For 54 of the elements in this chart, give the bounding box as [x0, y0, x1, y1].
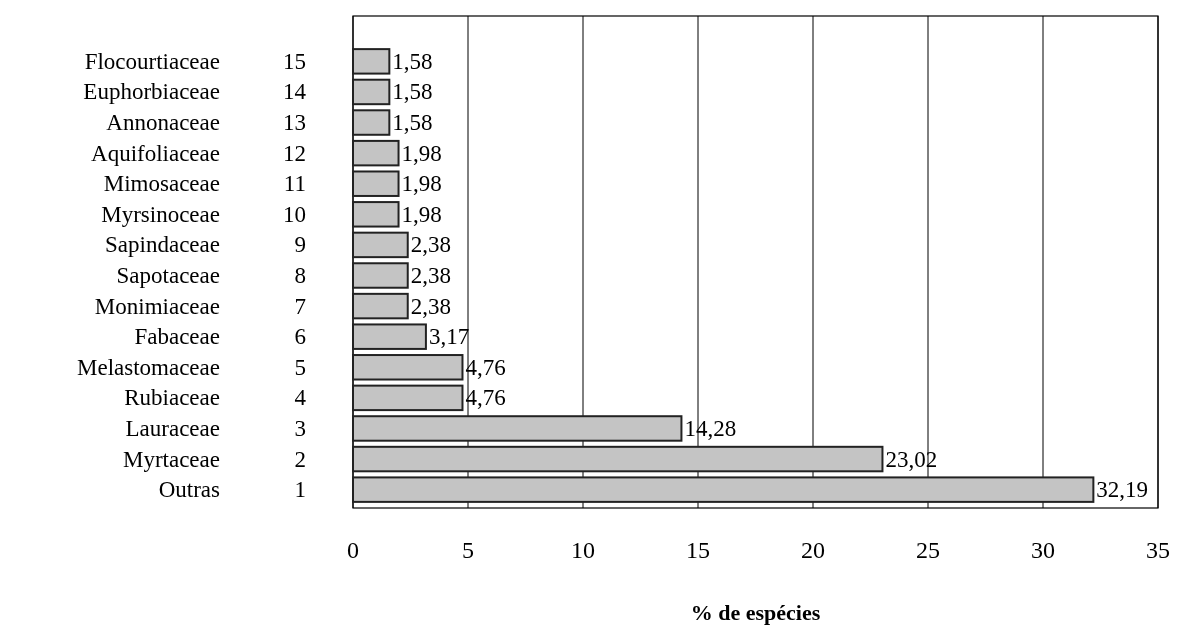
bar [352, 231, 409, 259]
category-label: Monimiaceae 7 [94, 293, 306, 319]
category-label: Myrsinoceae 10 [101, 201, 306, 227]
bar [352, 445, 884, 473]
bar [352, 384, 464, 412]
category-label: Flocourtiaceae 15 [84, 48, 306, 74]
category-label: Outras 1 [158, 477, 306, 503]
category-label: Lauraceae 3 [125, 415, 306, 441]
x-tick-label: 20 [801, 537, 825, 563]
bar [352, 354, 464, 381]
data-label: 4,76 [465, 354, 506, 380]
data-label: 23,02 [885, 446, 938, 472]
x-axis-title: % de espécies [690, 600, 821, 625]
x-tick-label: 5 [462, 537, 474, 563]
data-label: 1,98 [401, 140, 442, 166]
data-label: 2,38 [410, 263, 451, 288]
category-label: Euphorbiaceae 14 [83, 79, 306, 105]
category-label: Fabaceae 6 [134, 324, 306, 350]
bar [352, 323, 427, 350]
bar [352, 78, 391, 106]
category-label: Annonaceae 13 [106, 110, 306, 136]
bar [352, 292, 409, 320]
data-label: 1,58 [392, 79, 433, 105]
bar [352, 262, 409, 289]
category-label: Melastomaceae 5 [76, 354, 306, 380]
bar [352, 170, 400, 197]
x-tick-label: 0 [347, 537, 359, 563]
x-tick-label: 25 [916, 537, 940, 563]
data-label: 1,58 [392, 110, 433, 136]
data-label: 1,98 [401, 171, 442, 197]
data-label: 4,76 [465, 385, 506, 411]
bar [352, 48, 391, 75]
x-tick-label: 10 [571, 537, 595, 563]
data-label: 2,38 [410, 293, 451, 319]
category-label: Rubiaceae 4 [124, 385, 306, 411]
data-label: 14,28 [684, 415, 737, 441]
category-label: Myrtaceae 2 [122, 446, 306, 472]
data-label: 1,98 [401, 201, 442, 227]
bar [352, 139, 400, 167]
category-label: Sapotaceae 8 [116, 263, 306, 288]
category-label: Aquifoliaceae 12 [91, 140, 306, 166]
data-label: 3,17 [428, 324, 470, 350]
category-label: Mimosaceae 11 [103, 171, 306, 197]
data-label: 2,38 [410, 232, 451, 258]
data-label: 32,19 [1096, 477, 1149, 503]
x-tick-label: 15 [686, 537, 710, 563]
bar [352, 476, 1095, 503]
bar [352, 109, 391, 136]
bar [352, 415, 683, 442]
bar [352, 201, 400, 228]
x-tick-label: 30 [1031, 537, 1055, 563]
data-label: 1,58 [392, 48, 433, 74]
category-label: Sapindaceae 9 [105, 232, 306, 258]
x-tick-label: 35 [1146, 537, 1170, 563]
